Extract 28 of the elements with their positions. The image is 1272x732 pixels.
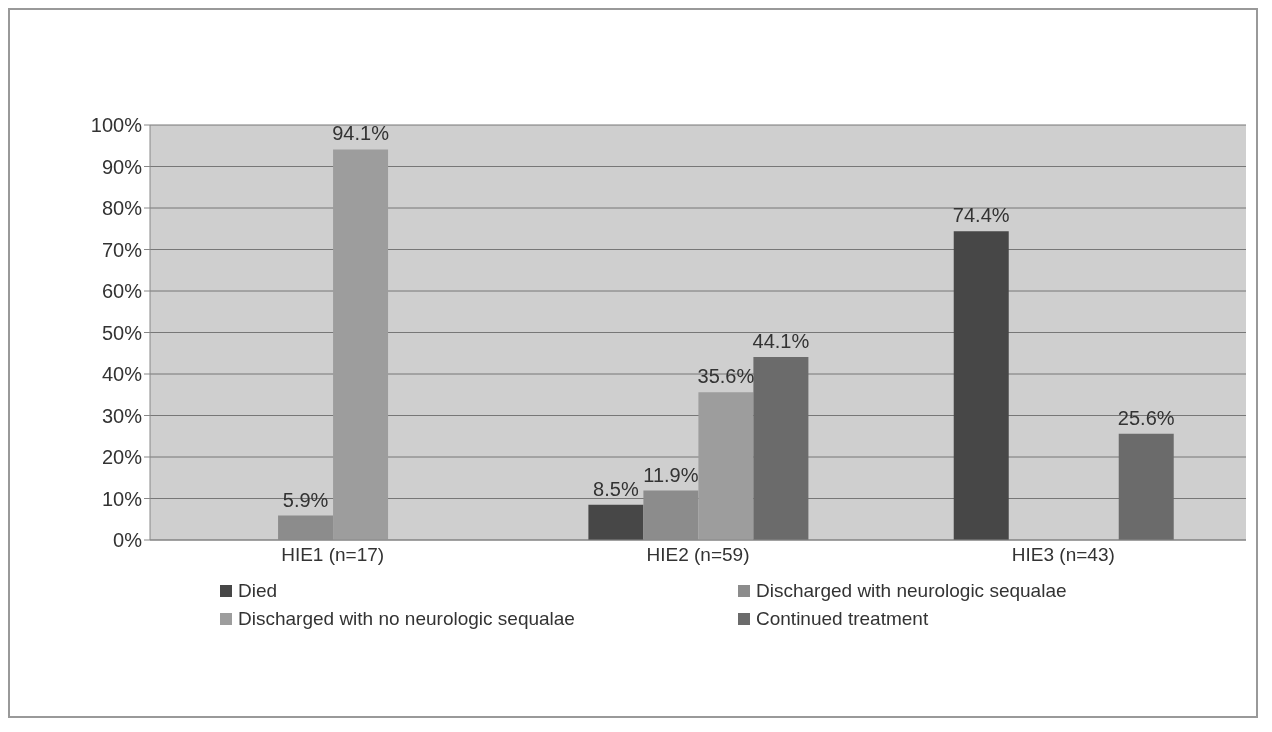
x-tick-label: HIE1 (n=17) xyxy=(281,544,385,566)
bar xyxy=(698,392,754,540)
y-tick-label: 40% xyxy=(101,363,143,386)
y-tick-label: 90% xyxy=(101,155,143,178)
data-label: 74.4% xyxy=(952,204,1010,227)
y-tick-label: 10% xyxy=(101,487,143,510)
data-label: 94.1% xyxy=(332,122,390,145)
y-tick-label: 60% xyxy=(101,280,143,303)
data-label: 8.5% xyxy=(593,477,639,500)
y-tick-label: 0% xyxy=(113,529,143,552)
legend-label: Died xyxy=(238,580,278,602)
legend-label: Continued treatment xyxy=(756,608,929,630)
data-label: 11.9% xyxy=(643,463,699,486)
bar xyxy=(953,231,1009,540)
data-label: 44.1% xyxy=(752,329,810,352)
y-tick-label: 70% xyxy=(101,238,143,261)
y-tick-label: 100% xyxy=(90,114,143,137)
y-tick-label: 30% xyxy=(101,404,143,427)
bar xyxy=(588,504,644,540)
legend-label: Discharged with no neurologic sequalae xyxy=(238,608,575,630)
x-tick-label: HIE2 (n=59) xyxy=(646,544,750,566)
y-tick-label: 80% xyxy=(101,197,143,220)
data-label: 35.6% xyxy=(697,365,755,388)
y-tick-label: 50% xyxy=(101,321,143,344)
legend-label: Discharged with neurologic sequalae xyxy=(756,580,1067,602)
bar xyxy=(333,149,389,540)
y-tick-label: 20% xyxy=(101,446,143,469)
x-tick-label: HIE3 (n=43) xyxy=(1011,544,1115,566)
